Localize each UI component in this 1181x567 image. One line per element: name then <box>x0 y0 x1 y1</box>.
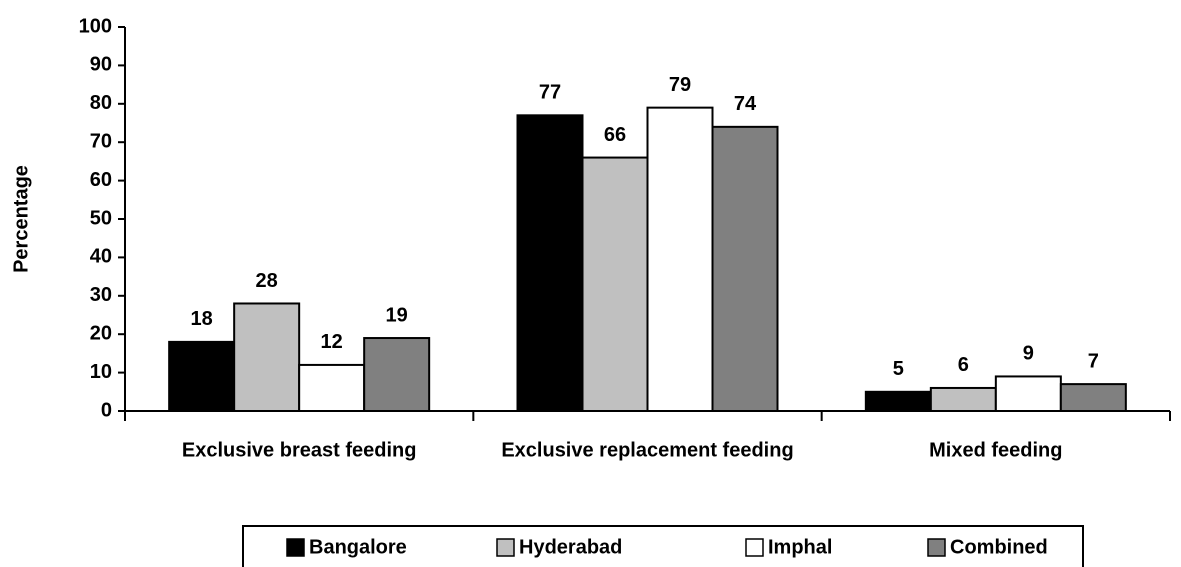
legend-label: Imphal <box>768 536 832 558</box>
value-label: 18 <box>191 308 213 330</box>
y-tick-label: 80 <box>90 92 112 114</box>
bar <box>646 106 714 412</box>
legend-swatch <box>496 538 515 557</box>
bar <box>233 302 301 413</box>
bar <box>516 114 584 412</box>
value-label: 74 <box>734 93 757 115</box>
bar <box>1059 383 1127 412</box>
y-axis-label: Percentage <box>10 165 32 273</box>
x-tick-label: Mixed feeding <box>929 439 1062 461</box>
y-tick-label: 40 <box>90 246 112 268</box>
value-label: 7 <box>1088 350 1099 372</box>
legend-label: Combined <box>950 536 1048 558</box>
x-tick-label: Exclusive breast feeding <box>182 439 417 461</box>
bar <box>711 125 779 412</box>
y-tick-label: 90 <box>90 54 112 76</box>
value-label: 5 <box>893 358 904 380</box>
y-tick-label: 50 <box>90 207 112 229</box>
y-tick-label: 100 <box>79 15 112 37</box>
value-label: 9 <box>1023 343 1034 365</box>
value-label: 77 <box>539 82 561 104</box>
y-tick-label: 20 <box>90 322 112 344</box>
legend-label: Bangalore <box>309 536 407 558</box>
value-label: 12 <box>321 331 343 353</box>
legend-swatch <box>927 538 946 557</box>
bar <box>864 390 932 412</box>
bar <box>363 337 431 413</box>
x-tick-label: Exclusive replacement feeding <box>501 439 793 461</box>
bar <box>929 386 997 412</box>
bar <box>994 375 1062 413</box>
value-label: 66 <box>604 124 626 146</box>
value-label: 28 <box>256 270 278 292</box>
y-tick-label: 70 <box>90 130 112 152</box>
y-tick-label: 10 <box>90 361 112 383</box>
value-label: 79 <box>669 74 691 96</box>
bar <box>168 340 236 413</box>
value-label: 6 <box>958 354 969 376</box>
y-tick-label: 30 <box>90 284 112 306</box>
bar <box>581 156 649 412</box>
bar <box>298 363 366 413</box>
value-label: 19 <box>386 304 408 326</box>
legend-label: Hyderabad <box>519 536 622 558</box>
legend-swatch <box>745 538 764 557</box>
y-tick-label: 0 <box>101 399 112 421</box>
y-tick-label: 60 <box>90 169 112 191</box>
legend-swatch <box>286 538 305 557</box>
